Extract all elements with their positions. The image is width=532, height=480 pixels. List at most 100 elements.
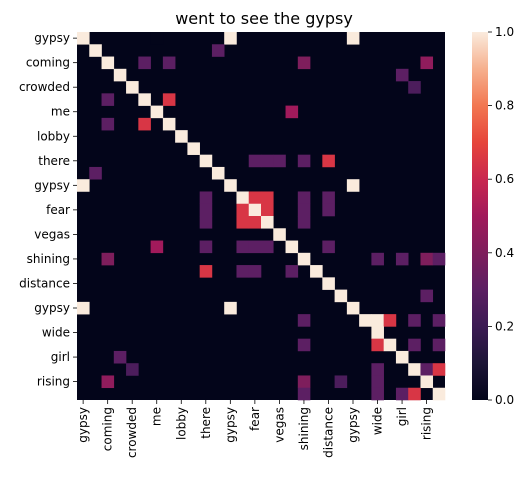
heatmap-cell — [334, 289, 348, 303]
heatmap-cell — [248, 240, 262, 254]
heatmap-cell — [101, 93, 115, 106]
colorbar-tick-label: 0.8 — [495, 99, 514, 113]
heatmap-cell — [261, 240, 274, 254]
heatmap-cell — [211, 44, 225, 57]
heatmap-cell — [248, 191, 262, 205]
heatmap-cell — [297, 387, 311, 401]
heatmap-cell — [346, 179, 360, 192]
heatmap-cell — [371, 314, 384, 327]
heatmap-cell — [126, 81, 139, 94]
heatmap-cell — [89, 166, 102, 180]
heatmap-cell — [248, 203, 262, 217]
x-tick-label: gypsy — [346, 407, 360, 443]
heatmap-cell — [224, 179, 237, 192]
heatmap-cell — [297, 56, 311, 70]
heatmap-cell — [420, 252, 434, 266]
heatmap-cell — [187, 142, 200, 155]
y-tick-label: me — [51, 105, 70, 119]
heatmap-cell — [150, 32, 164, 45]
heatmap-cell — [199, 191, 213, 205]
y-tick-label: crowded — [19, 80, 70, 94]
heatmap-cell — [297, 252, 311, 266]
heatmap-cell — [199, 203, 213, 217]
y-tick-label: girl — [51, 350, 70, 364]
y-axis: gypsy coming crowded me lobby there gypsy fear v… — [19, 31, 77, 389]
heatmap-cell — [371, 363, 384, 376]
y-tick-label: shining — [27, 252, 70, 266]
heatmap-cell — [150, 105, 164, 119]
heatmap-cell — [77, 32, 90, 45]
heatmap-cell — [224, 301, 237, 315]
y-tick-label: lobby — [37, 129, 70, 143]
x-tick-label: distance — [321, 407, 335, 458]
colorbar-gradient — [472, 32, 488, 400]
heatmap-cell — [236, 240, 250, 254]
heatmap-cell — [77, 301, 90, 315]
heatmap-cell — [371, 338, 384, 352]
heatmap-cell — [420, 375, 434, 389]
y-tick-label: rising — [37, 375, 70, 389]
heatmap-cell — [162, 93, 176, 106]
heatmap-cell — [285, 105, 299, 119]
heatmap-grid — [77, 32, 446, 401]
heatmap-cell — [138, 117, 151, 131]
heatmap-cell — [224, 32, 237, 45]
heatmap-cell — [297, 154, 311, 168]
y-tick-label: gypsy — [34, 301, 70, 315]
x-tick-label: rising — [420, 407, 434, 440]
heatmap-cell — [371, 387, 384, 401]
heatmap-cell — [162, 56, 176, 70]
heatmap-cell — [138, 93, 151, 106]
x-tick-label: girl — [395, 407, 409, 426]
heatmap-cell — [261, 203, 274, 217]
heatmap-cell — [420, 56, 434, 70]
colorbar-tick-label: 1.0 — [495, 25, 514, 39]
heatmap-cell — [297, 191, 311, 205]
heatmap-cell — [334, 375, 348, 389]
heatmap-cell — [77, 179, 90, 192]
heatmap-cell — [199, 216, 213, 229]
heatmap-cell — [273, 228, 286, 241]
heatmap-cell — [236, 203, 250, 217]
heatmap-cell — [297, 375, 311, 389]
y-tick-label: wide — [42, 326, 70, 340]
heatmap-cell — [248, 154, 262, 168]
heatmap-cell — [322, 203, 335, 217]
colorbar: 0.0 0.2 0.4 0.6 0.8 1.0 — [472, 25, 514, 407]
colorbar-tick-label: 0.6 — [495, 172, 514, 186]
heatmap-cell — [297, 203, 311, 217]
heatmap-cell — [346, 32, 360, 45]
heatmap-cell — [285, 240, 299, 254]
heatmap-cell — [383, 338, 397, 352]
colorbar-tick-label: 0.0 — [495, 393, 514, 407]
heatmap-cell — [432, 363, 446, 376]
x-tick-label: vegas — [272, 407, 286, 443]
heatmap-cell — [89, 44, 102, 57]
x-tick-label: gypsy — [223, 407, 237, 443]
heatmap-cell — [285, 265, 299, 278]
colorbar-tick-label: 0.2 — [495, 319, 514, 333]
heatmap-cell — [395, 387, 409, 401]
heatmap-cell — [395, 350, 409, 364]
y-tick-label: there — [38, 154, 70, 168]
heatmap-cell — [162, 117, 176, 131]
y-tick-label: fear — [46, 203, 70, 217]
heatmap-cell — [408, 387, 421, 401]
heatmap-cell — [297, 216, 311, 229]
x-tick-label: fear — [248, 407, 262, 431]
heatmap-cell — [199, 154, 213, 168]
x-tick-label: gypsy — [76, 407, 90, 443]
heatmap-cell — [126, 363, 139, 376]
x-tick-label: crowded — [125, 407, 139, 458]
heatmap-cell — [297, 314, 311, 327]
heatmap-cell — [211, 166, 225, 180]
heatmap-cell — [113, 350, 127, 364]
heatmap-cell — [273, 154, 286, 168]
x-tick-label: there — [199, 407, 213, 439]
y-tick-label: gypsy — [34, 178, 70, 192]
heatmap-cell — [236, 265, 250, 278]
heatmap-cell — [199, 240, 213, 254]
heatmap-cell — [101, 117, 115, 131]
heatmap-cell — [408, 314, 421, 327]
